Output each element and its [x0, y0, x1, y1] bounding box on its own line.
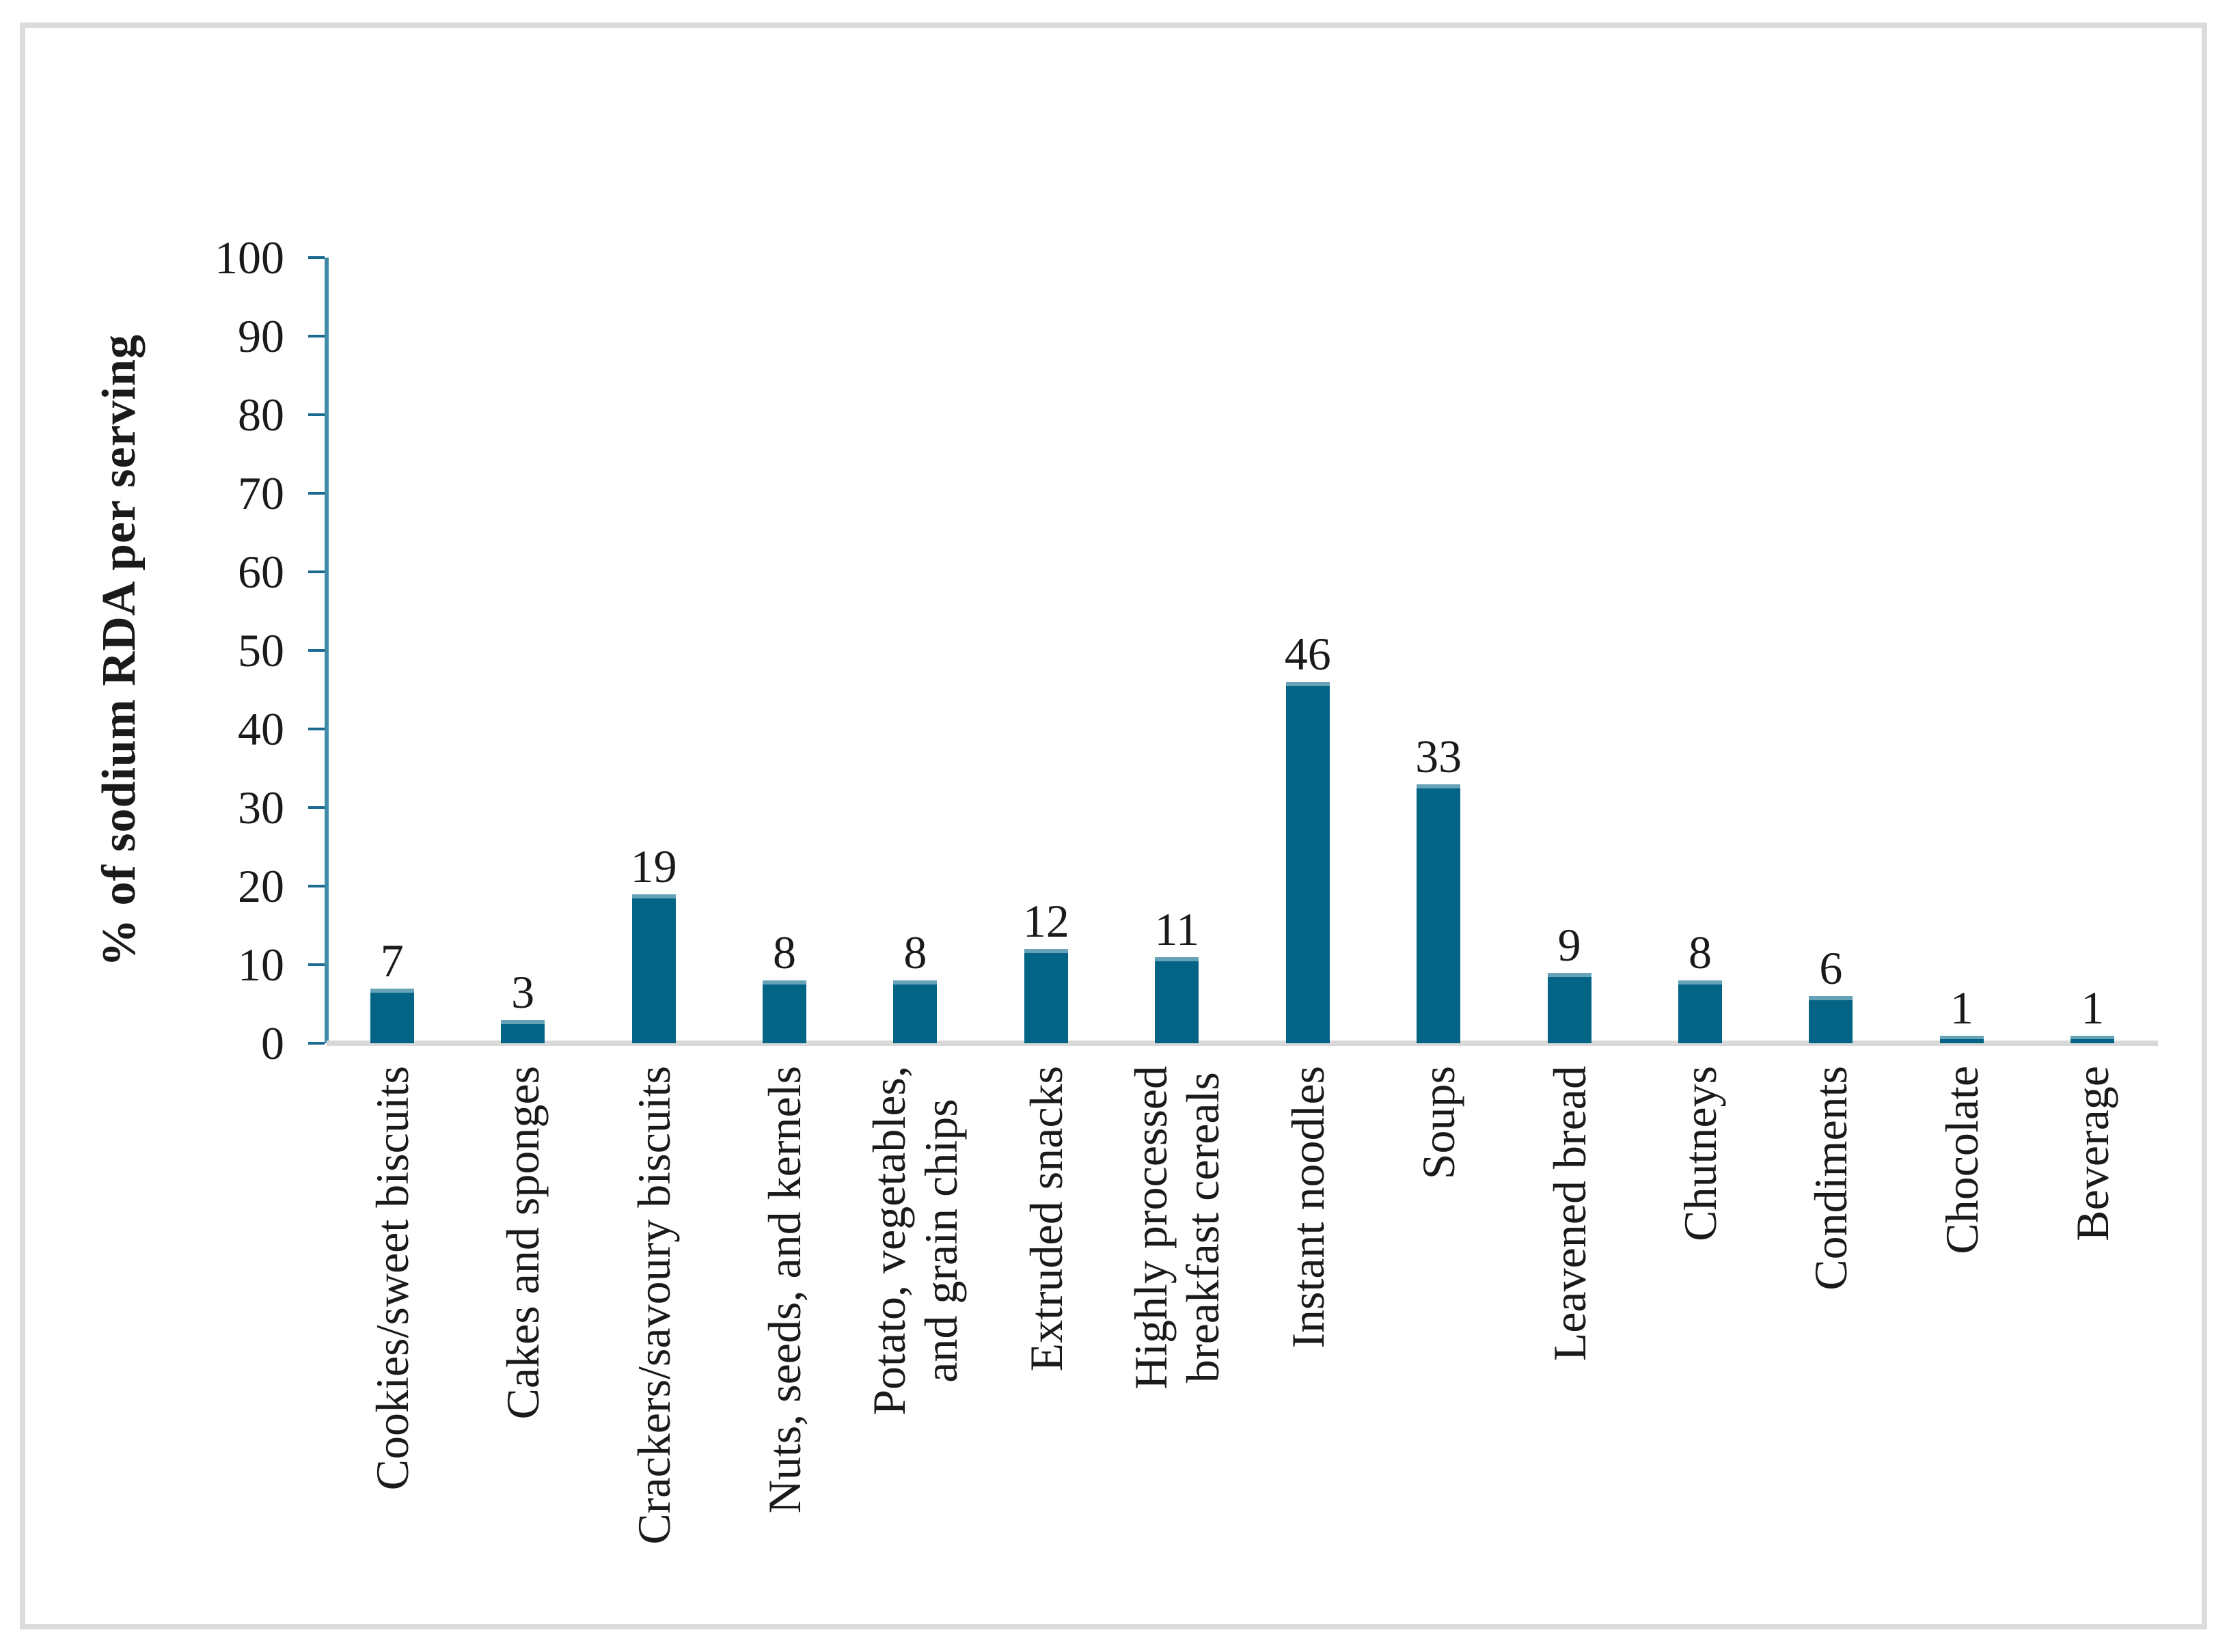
category-label: Cookies/sweet biscuits: [366, 1066, 418, 1491]
bar: [1678, 980, 1722, 1043]
category-label: Leavened bread: [1543, 1066, 1596, 1362]
y-axis-tick: [308, 728, 325, 730]
figure-border: [20, 23, 2207, 1629]
bar-value-label: 8: [773, 926, 796, 978]
y-tick-label: 80: [238, 389, 284, 441]
bar-value-label: 6: [1819, 942, 1843, 994]
y-tick-label: 100: [215, 232, 284, 284]
bar: [631, 894, 676, 1043]
bar-value-label: 46: [1284, 628, 1331, 680]
bar: [893, 980, 938, 1043]
y-axis-tick: [308, 1042, 325, 1045]
category-label: Extruded snacks: [1020, 1066, 1072, 1372]
category-label: Chutneys: [1673, 1066, 1726, 1241]
y-axis-tick: [308, 413, 325, 416]
y-axis-tick: [308, 335, 325, 338]
y-axis-tick: [308, 492, 325, 495]
bar: [1155, 956, 1199, 1043]
category-label: Nuts, seeds, and kernels: [758, 1066, 810, 1514]
y-axis-tick: [308, 256, 325, 259]
y-tick-label: 10: [238, 939, 284, 991]
bar-value-label: 3: [511, 965, 535, 1018]
bar-value-label: 9: [1557, 918, 1581, 971]
y-tick-label: 90: [238, 310, 284, 362]
bar-value-label: 11: [1154, 903, 1200, 955]
bar-value-label: 19: [630, 840, 677, 892]
bar: [370, 988, 414, 1043]
y-axis-tick: [308, 570, 325, 573]
category-label: Cakes and sponges: [497, 1066, 549, 1420]
y-tick-label: 70: [238, 467, 284, 519]
x-axis-baseline: [327, 1041, 2158, 1046]
y-tick-label: 60: [238, 546, 284, 598]
bar-value-label: 1: [2081, 981, 2105, 1034]
category-label: Chocolate: [1935, 1066, 1988, 1254]
bar: [501, 1019, 545, 1043]
bar-value-label: 1: [1950, 981, 1973, 1034]
category-label: Crackers/savoury biscuits: [627, 1066, 680, 1545]
category-label: Soups: [1412, 1066, 1465, 1180]
bar: [1547, 972, 1591, 1043]
bar: [1285, 682, 1330, 1043]
bar-value-label: 33: [1415, 730, 1462, 782]
bar: [1939, 1035, 1984, 1043]
y-tick-label: 0: [261, 1017, 284, 1069]
bar: [1809, 996, 1853, 1043]
bar: [2071, 1035, 2115, 1043]
bar: [763, 980, 806, 1043]
bar: [1417, 784, 1461, 1043]
bar-value-label: 7: [380, 934, 404, 987]
y-axis-tick: [308, 963, 325, 966]
bar-value-label: 8: [1689, 926, 1712, 978]
y-tick-label: 20: [238, 860, 284, 912]
y-tick-label: 40: [238, 703, 284, 755]
y-axis-line: [325, 258, 329, 1043]
y-axis-tick: [308, 885, 325, 887]
y-axis-tick: [308, 806, 325, 809]
category-label: Highly processed breakfast cereals: [1125, 1066, 1229, 1390]
category-label: Beverage: [2066, 1066, 2119, 1241]
bar-value-label: 8: [903, 926, 927, 978]
bar: [1024, 949, 1068, 1043]
bar-value-label: 12: [1022, 895, 1069, 947]
y-tick-label: 30: [238, 782, 284, 834]
category-label: Potato, vegetables, and grain chips: [863, 1066, 968, 1416]
category-label: Instant noodles: [1281, 1066, 1334, 1349]
y-tick-label: 50: [238, 624, 284, 676]
category-label: Condiments: [1805, 1066, 1857, 1291]
y-axis-tick: [308, 649, 325, 652]
